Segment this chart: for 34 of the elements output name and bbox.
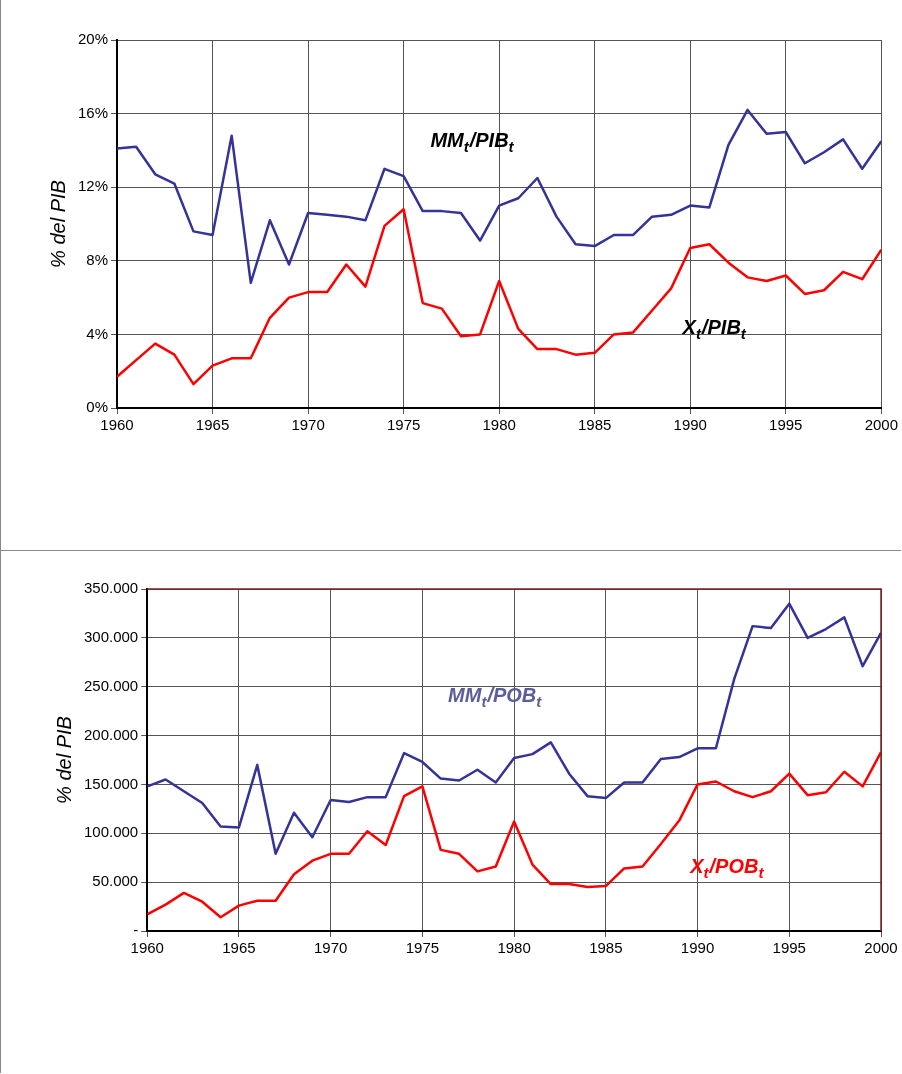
x-tick-label: 1990 — [680, 939, 715, 957]
y-tick-label: 350.000 — [83, 579, 139, 597]
y-tick-label: 300.000 — [83, 628, 139, 645]
x-tick-label: 1985 — [589, 939, 623, 957]
x-tick-label: 1985 — [578, 416, 612, 434]
y-tick-label: 8% — [86, 250, 109, 268]
x-tick-label: 1965 — [195, 416, 230, 434]
y-tick-label: 20% — [77, 30, 109, 48]
y-tick-label: 100.000 — [83, 823, 139, 841]
x-tick-label: 1980 — [497, 939, 531, 957]
x-tick-label: 1980 — [482, 416, 516, 434]
y-tick-label: 12% — [77, 177, 109, 195]
x-tick-label: 1970 — [313, 939, 348, 957]
y-tick-label: 0% — [86, 398, 109, 416]
x-tick-label: 1995 — [769, 416, 803, 434]
x-tick-label: 1995 — [772, 939, 806, 957]
x-tick-label: 1990 — [673, 416, 707, 434]
y-tick-label: - — [133, 921, 139, 939]
x-tick-label: 2000 — [864, 416, 898, 434]
y-axis-title: % del PIB — [52, 716, 75, 804]
x-tick-label: 1960 — [130, 939, 164, 957]
x-tick-label: 1965 — [222, 939, 256, 957]
x-tick-label: 1960 — [100, 416, 134, 434]
y-tick-label: 250.000 — [83, 676, 139, 694]
y-tick-label: 150.000 — [83, 774, 139, 792]
x-tick-label: 2000 — [864, 939, 898, 957]
y-axis-title: % del PIB — [46, 180, 69, 268]
y-tick-label: 50.000 — [92, 872, 139, 890]
y-tick-label: 200.000 — [83, 725, 139, 743]
y-tick-label: 4% — [86, 324, 109, 342]
x-tick-label: 1975 — [386, 416, 421, 434]
x-tick-label: 1970 — [291, 416, 325, 434]
y-tick-label: 16% — [77, 103, 109, 121]
x-tick-label: 1975 — [405, 939, 440, 957]
